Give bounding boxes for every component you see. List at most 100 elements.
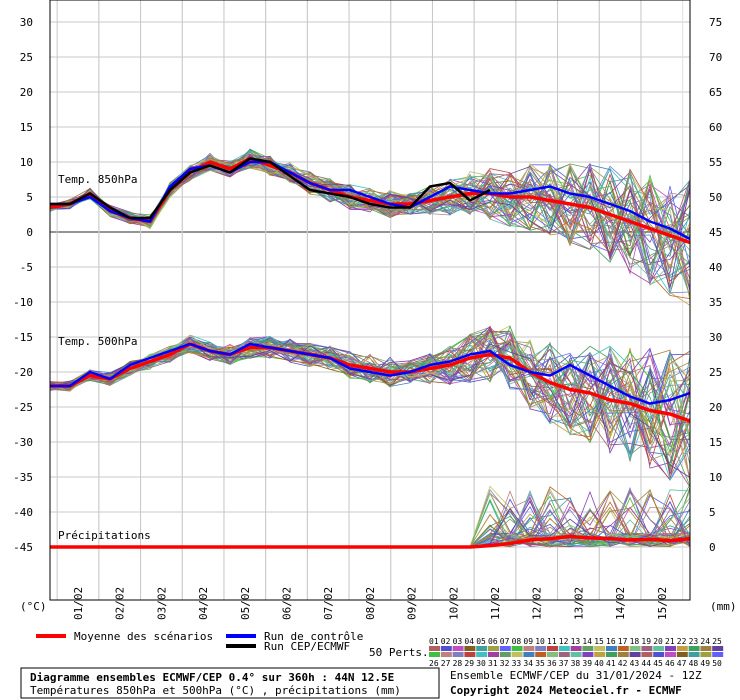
pert-label-bottom: 39 xyxy=(582,659,592,668)
x-tick-label: 06/02 xyxy=(281,587,294,620)
pert-swatch-top xyxy=(523,646,535,651)
right-tick-label: 45 xyxy=(709,226,722,239)
right-tick-label: 35 xyxy=(709,296,722,309)
legend-perts-label: 50 Perts. xyxy=(369,646,429,659)
caption: Diagramme ensembles ECMWF/CEP 0.4° sur 3… xyxy=(20,667,702,699)
pert-swatch-top xyxy=(606,646,617,651)
pert-label-bottom: 46 xyxy=(665,659,675,668)
pert-label-top: 10 xyxy=(535,637,545,646)
pert-label-top: 14 xyxy=(582,637,592,646)
pert-swatch-top xyxy=(700,646,712,651)
pert-label-top: 15 xyxy=(594,637,604,646)
pert-swatch-top xyxy=(535,646,547,651)
pert-swatch-top xyxy=(488,646,499,651)
x-tick-label: 02/02 xyxy=(114,587,127,620)
left-tick-label: 30 xyxy=(20,16,33,29)
pert-swatch-top xyxy=(452,646,464,651)
legend: Moyenne des scénarios Run de contrôle Ru… xyxy=(36,630,724,668)
right-tick-label: 65 xyxy=(709,86,722,99)
pert-label-top: 21 xyxy=(665,637,675,646)
plot-frame xyxy=(49,0,691,601)
pert-label-bottom: 37 xyxy=(559,659,569,668)
pert-label-bottom: 47 xyxy=(677,659,687,668)
pert-swatch-bottom xyxy=(594,652,606,657)
right-tick-label: 30 xyxy=(709,331,722,344)
pert-swatch-bottom xyxy=(712,652,724,657)
pert-swatch-bottom xyxy=(547,652,558,657)
pert-label-bottom: 32 xyxy=(500,659,510,668)
right-tick-label: 15 xyxy=(709,436,722,449)
series-2-t850-line xyxy=(50,157,491,220)
pert-label-top: 06 xyxy=(488,637,498,646)
pert-swatch-bottom xyxy=(511,652,523,657)
pert-swatch-top xyxy=(547,646,558,651)
pert-swatch-bottom xyxy=(499,652,511,657)
pert-label-top: 19 xyxy=(641,637,651,646)
pert-label-bottom: 44 xyxy=(641,659,651,668)
pert-swatch-top xyxy=(464,646,476,651)
pert-label-bottom: 45 xyxy=(653,659,663,668)
pert-swatch-bottom xyxy=(665,652,676,657)
pert-swatch-top xyxy=(429,646,440,651)
pert-label-top: 12 xyxy=(559,637,569,646)
pert-swatch-top xyxy=(688,646,700,651)
right-tick-label: 0 xyxy=(709,541,716,554)
left-tick-label: -30 xyxy=(13,436,33,449)
left-axis-unit: (°C) xyxy=(20,600,47,613)
pert-swatch-bottom xyxy=(464,652,476,657)
pert-label-top: 25 xyxy=(712,637,722,646)
left-tick-label: -45 xyxy=(13,541,33,554)
right-tick-label: 40 xyxy=(709,261,722,274)
pert-label-top: 04 xyxy=(464,637,474,646)
pert-swatch-bottom xyxy=(653,652,665,657)
right-tick-label: 20 xyxy=(709,401,722,414)
caption-box xyxy=(20,667,440,699)
pert-swatch-top xyxy=(641,646,653,651)
pert-label-top: 16 xyxy=(606,637,616,646)
pert-label-bottom: 43 xyxy=(630,659,640,668)
left-tick-label: -40 xyxy=(13,506,33,519)
x-tick-label: 11/02 xyxy=(489,587,502,620)
pert-swatch-bottom xyxy=(688,652,700,657)
pert-swatch-bottom xyxy=(429,652,440,657)
pert-label-top: 18 xyxy=(630,637,640,646)
x-tick-label: 03/02 xyxy=(155,587,168,620)
pert-label-bottom: 28 xyxy=(453,659,463,668)
pert-label-bottom: 26 xyxy=(429,659,439,668)
caption-copyright: Copyright 2024 Meteociel.fr - ECMWF xyxy=(450,684,682,697)
x-tick-label: 12/02 xyxy=(531,587,544,620)
pert-label-bottom: 38 xyxy=(571,659,581,668)
x-tick-label: 07/02 xyxy=(322,587,335,620)
series-1-t500-line xyxy=(50,342,691,405)
annotation-precip: Précipitations xyxy=(58,529,151,542)
pert-swatch-bottom xyxy=(606,652,617,657)
pert-label-top: 11 xyxy=(547,637,557,646)
pert-swatch-top xyxy=(712,646,724,651)
pert-label-bottom: 33 xyxy=(512,659,522,668)
legend-mean-label: Moyenne des scénarios xyxy=(74,630,213,643)
pert-swatch-bottom xyxy=(700,652,712,657)
legend-ecmwf-label: Run CEP/ECMWF xyxy=(264,640,350,653)
pert-label-bottom: 34 xyxy=(523,659,533,668)
right-tick-label: 55 xyxy=(709,156,722,169)
pert-swatch-top xyxy=(594,646,606,651)
axis-units: (°C) (mm) xyxy=(20,600,737,613)
caption-title: Diagramme ensembles ECMWF/CEP 0.4° sur 3… xyxy=(30,671,394,684)
x-tick-label: 10/02 xyxy=(447,587,460,620)
caption-subtitle: Températures 850hPa et 500hPa (°C) , pré… xyxy=(30,684,401,697)
right-tick-label: 5 xyxy=(709,506,716,519)
pert-swatch-top xyxy=(511,646,523,651)
pert-label-bottom: 42 xyxy=(618,659,628,668)
right-tick-label: 75 xyxy=(709,16,722,29)
pert-label-top: 01 xyxy=(429,637,439,646)
pert-label-bottom: 35 xyxy=(535,659,545,668)
pert-swatch-bottom xyxy=(523,652,535,657)
legend-perturbation-grid: 01 02 03 04 05 06 07 08 09 10 11 12 13 14 15 16 17 18 19 20… xyxy=(429,637,724,668)
right-tick-label: 10 xyxy=(709,471,722,484)
pert-swatch-bottom xyxy=(641,652,653,657)
pert-swatch-top xyxy=(499,646,511,651)
pert-label-bottom: 36 xyxy=(547,659,557,668)
pert-swatch-top xyxy=(582,646,594,651)
right-tick-label: 60 xyxy=(709,121,722,134)
